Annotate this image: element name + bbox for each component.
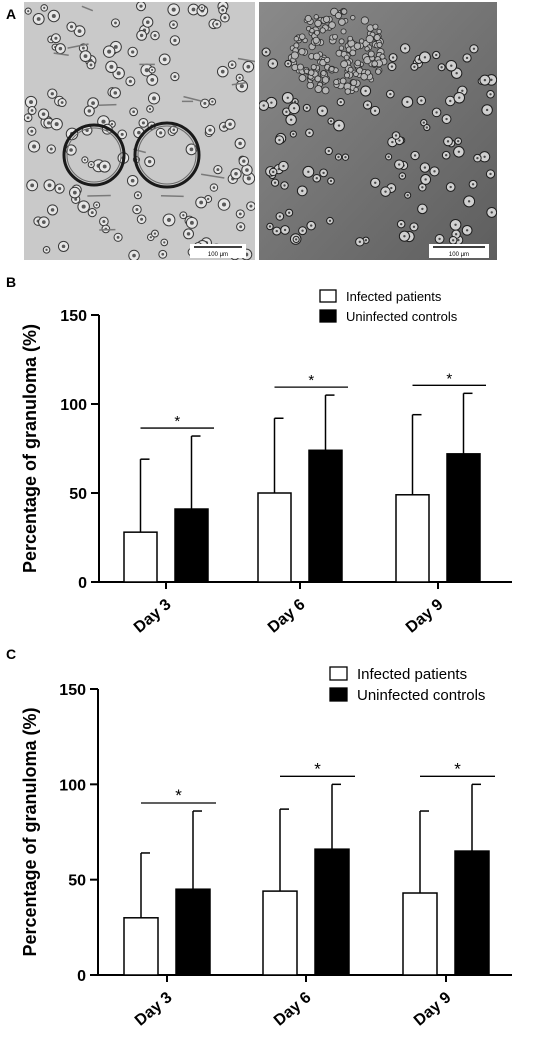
x-tick-label: Day 3 xyxy=(132,989,176,1030)
x-tick-label: Day 3 xyxy=(131,596,175,637)
bar-infected xyxy=(257,492,292,583)
y-axis-label: Percentage of granuloma (%) xyxy=(20,324,40,573)
bar-chart-b: 0 50 100 150 Percentage of granuloma (%) Day … xyxy=(20,289,512,637)
significance-star: * xyxy=(174,413,180,430)
legend-label-infected: Infected patients xyxy=(346,289,442,304)
bar-uninfected xyxy=(446,453,481,583)
micrograph-left: 100 μm xyxy=(24,2,255,260)
legend-label-infected: Infected patients xyxy=(357,666,467,683)
significance-star: * xyxy=(314,759,321,778)
legend-swatch-infected xyxy=(329,666,348,681)
x-tick-label: Day 9 xyxy=(403,596,447,637)
legend-swatch-infected xyxy=(319,289,337,303)
bar-uninfected xyxy=(175,888,211,976)
bar-infected xyxy=(123,917,159,976)
significance-star: * xyxy=(446,370,452,387)
y-tick-label: 0 xyxy=(77,968,86,985)
bar-infected xyxy=(262,890,298,976)
bar-uninfected xyxy=(308,449,343,583)
bar-uninfected xyxy=(314,848,350,976)
significance-star: * xyxy=(175,786,182,805)
legend-swatch-uninfected xyxy=(319,309,337,323)
bar-infected xyxy=(402,892,438,976)
legend-label-uninfected: Uninfected controls xyxy=(346,309,458,324)
legend-label-uninfected: Uninfected controls xyxy=(357,687,485,704)
y-tick-label: 100 xyxy=(59,777,86,794)
legend-swatch-uninfected xyxy=(329,687,348,702)
scale-bar-label-left: 100 μm xyxy=(208,252,228,258)
x-tick-label: Day 9 xyxy=(411,989,455,1030)
y-tick-label: 50 xyxy=(69,486,87,503)
micrograph-right: 100 μm xyxy=(259,2,497,260)
significance-star: * xyxy=(454,759,461,778)
bar-uninfected xyxy=(174,508,209,583)
x-tick-label: Day 6 xyxy=(265,596,309,637)
x-tick-label: Day 6 xyxy=(271,989,315,1030)
bar-uninfected xyxy=(454,850,490,976)
panel-letter-c: C xyxy=(6,646,17,662)
y-axis-label: Percentage of granuloma (%) xyxy=(20,707,40,956)
bar-chart-c: 0 50 100 150 Percentage of granuloma (%) Day … xyxy=(20,666,512,1030)
y-tick-label: 150 xyxy=(60,308,87,325)
y-tick-label: 100 xyxy=(60,397,87,414)
panel-letter-a: A xyxy=(6,6,17,22)
y-tick-label: 0 xyxy=(78,575,87,592)
bar-infected xyxy=(123,531,158,583)
y-tick-label: 50 xyxy=(68,873,86,890)
bar-infected xyxy=(395,494,430,583)
panel-letter-b: B xyxy=(6,274,17,290)
significance-star: * xyxy=(308,372,314,389)
y-tick-label: 150 xyxy=(59,682,86,699)
scale-bar-label-right: 100 μm xyxy=(449,252,469,258)
